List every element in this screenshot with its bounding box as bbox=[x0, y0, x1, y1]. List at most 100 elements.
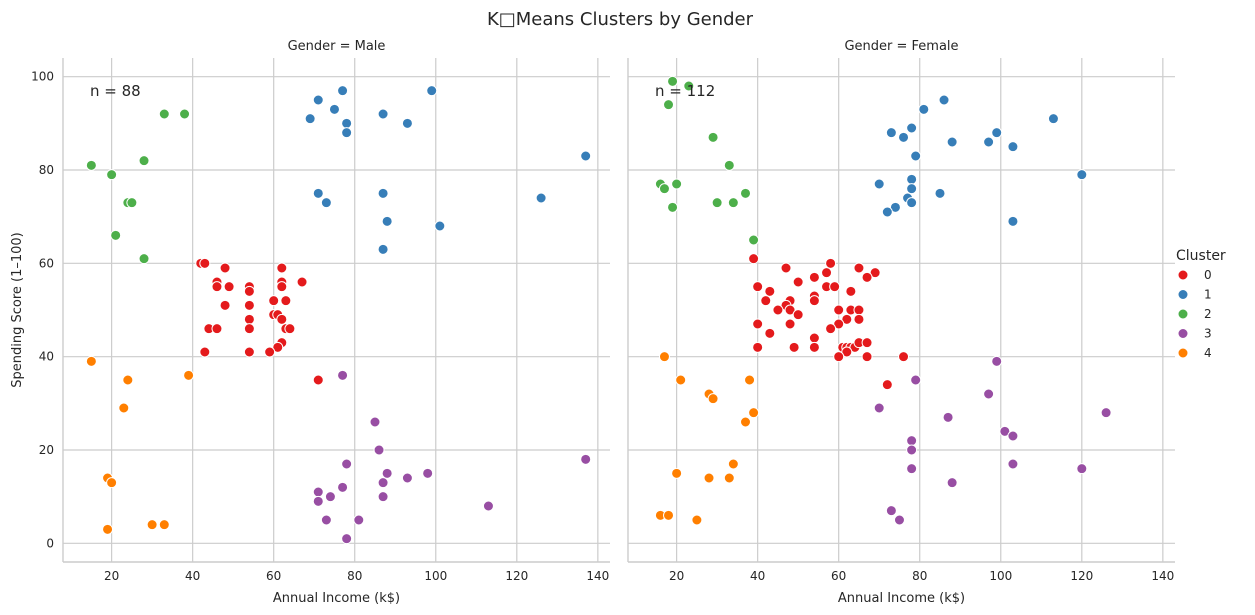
scatter-point-cluster-2 bbox=[740, 187, 752, 199]
scatter-point-cluster-0 bbox=[792, 309, 804, 321]
scatter-point-cluster-4 bbox=[675, 374, 687, 386]
scatter-point-cluster-0 bbox=[784, 304, 796, 316]
scatter-point-cluster-4 bbox=[658, 351, 670, 363]
scatter-point-cluster-1 bbox=[401, 117, 413, 129]
scatter-point-cluster-0 bbox=[853, 313, 865, 325]
scatter-point-cluster-3 bbox=[353, 514, 365, 526]
scatter-point-cluster-1 bbox=[1047, 113, 1059, 125]
scatter-point-cluster-3 bbox=[373, 444, 385, 456]
scatter-point-cluster-2 bbox=[658, 183, 670, 195]
scatter-point-cluster-3 bbox=[873, 402, 885, 414]
scatter-point-cluster-0 bbox=[219, 299, 231, 311]
scatter-point-cluster-2 bbox=[667, 75, 679, 87]
scatter-point-cluster-1 bbox=[873, 178, 885, 190]
legend-label: 3 bbox=[1204, 327, 1212, 341]
scatter-point-cluster-1 bbox=[918, 103, 930, 115]
legend-label: 0 bbox=[1204, 268, 1212, 282]
scatter-point-cluster-1 bbox=[906, 197, 918, 209]
scatter-point-cluster-1 bbox=[885, 127, 897, 139]
x-tick-label: 140 bbox=[586, 569, 609, 583]
scatter-point-cluster-0 bbox=[199, 257, 211, 269]
legend-marker-1 bbox=[1177, 289, 1189, 300]
scatter-point-cluster-3 bbox=[320, 514, 332, 526]
panel-female: 20 40 60 80 100 120 140 Gender = Female Annual I… bbox=[627, 39, 1175, 606]
scatter-point-cluster-1 bbox=[320, 197, 332, 209]
scatter-point-cluster-4 bbox=[671, 467, 683, 479]
scatter-point-cluster-2 bbox=[667, 201, 679, 213]
legend-label: 1 bbox=[1204, 288, 1212, 302]
scatter-point-cluster-0 bbox=[752, 318, 764, 330]
x-tick-label: 20 bbox=[669, 569, 684, 583]
scatter-point-cluster-1 bbox=[1007, 141, 1019, 153]
scatter-point-cluster-0 bbox=[211, 323, 223, 335]
scatter-point-cluster-0 bbox=[243, 299, 255, 311]
scatter-point-cluster-2 bbox=[748, 234, 760, 246]
scatter-point-cluster-3 bbox=[1076, 463, 1088, 475]
scatter-point-cluster-1 bbox=[938, 94, 950, 106]
scatter-point-cluster-0 bbox=[825, 323, 837, 335]
scatter-point-cluster-1 bbox=[1076, 169, 1088, 181]
panel-title: Gender = Female bbox=[844, 39, 958, 54]
scatter-point-cluster-3 bbox=[1007, 458, 1019, 470]
scatter-point-cluster-4 bbox=[146, 519, 158, 531]
scatter-point-cluster-3 bbox=[942, 411, 954, 423]
scatter-point-cluster-2 bbox=[663, 99, 675, 111]
scatter-point-cluster-1 bbox=[377, 187, 389, 199]
scatter-point-cluster-0 bbox=[788, 341, 800, 353]
scatter-point-cluster-3 bbox=[906, 463, 918, 475]
scatter-point-cluster-4 bbox=[744, 374, 756, 386]
scatter-point-cluster-2 bbox=[138, 253, 150, 265]
scatter-point-cluster-2 bbox=[671, 178, 683, 190]
sample-size-annotation: n = 112 bbox=[655, 82, 715, 100]
scatter-point-cluster-1 bbox=[906, 173, 918, 185]
scatter-point-cluster-1 bbox=[337, 85, 349, 97]
scatter-point-cluster-2 bbox=[711, 197, 723, 209]
scatter-point-cluster-0 bbox=[223, 281, 235, 293]
scatter-point-cluster-0 bbox=[881, 379, 893, 391]
scatter-point-cluster-1 bbox=[991, 127, 1003, 139]
legend: Cluster 0 1 2 3 4 bbox=[1176, 248, 1226, 360]
scatter-point-cluster-0 bbox=[276, 262, 288, 274]
scatter-point-cluster-3 bbox=[991, 355, 1003, 367]
scatter-point-cluster-0 bbox=[284, 323, 296, 335]
scatter-point-cluster-1 bbox=[328, 103, 340, 115]
scatter-point-cluster-0 bbox=[833, 304, 845, 316]
scatter-point-cluster-0 bbox=[841, 313, 853, 325]
scatter-point-cluster-0 bbox=[845, 285, 857, 297]
scatter-point-cluster-3 bbox=[999, 425, 1011, 437]
scatter-point-cluster-2 bbox=[106, 169, 118, 181]
scatter-point-cluster-2 bbox=[723, 159, 735, 171]
scatter-point-cluster-0 bbox=[898, 351, 910, 363]
scatter-point-cluster-4 bbox=[691, 514, 703, 526]
scatter-point-cluster-1 bbox=[910, 150, 922, 162]
scatter-point-cluster-0 bbox=[825, 257, 837, 269]
scatter-point-cluster-0 bbox=[808, 295, 820, 307]
scatter-point-cluster-1 bbox=[381, 215, 393, 227]
scatter-point-cluster-3 bbox=[341, 533, 353, 545]
scatter-point-cluster-0 bbox=[821, 267, 833, 279]
scatter-point-cluster-2 bbox=[727, 197, 739, 209]
scatter-point-cluster-0 bbox=[760, 295, 772, 307]
scatter-point-cluster-0 bbox=[264, 346, 276, 358]
scatter-point-cluster-0 bbox=[243, 323, 255, 335]
scatter-point-cluster-4 bbox=[183, 369, 195, 381]
scatter-point-cluster-0 bbox=[869, 267, 881, 279]
scatter-point-cluster-3 bbox=[910, 374, 922, 386]
scatter-point-cluster-1 bbox=[1007, 215, 1019, 227]
scatter-point-cluster-0 bbox=[219, 262, 231, 274]
scatter-point-cluster-1 bbox=[906, 183, 918, 195]
x-tick-label: 100 bbox=[424, 569, 447, 583]
scatter-point-cluster-1 bbox=[341, 117, 353, 129]
scatter-point-cluster-1 bbox=[341, 127, 353, 139]
scatter-point-cluster-2 bbox=[126, 197, 138, 209]
legend-marker-0 bbox=[1177, 269, 1189, 281]
scatter-point-cluster-4 bbox=[158, 519, 170, 531]
scatter-point-cluster-1 bbox=[934, 187, 946, 199]
y-tick-label: 100 bbox=[31, 70, 54, 84]
scatter-point-cluster-3 bbox=[377, 491, 389, 503]
scatter-point-cluster-3 bbox=[337, 369, 349, 381]
scatter-point-cluster-0 bbox=[808, 271, 820, 283]
legend-label: 4 bbox=[1204, 346, 1212, 360]
scatter-point-cluster-1 bbox=[889, 201, 901, 213]
